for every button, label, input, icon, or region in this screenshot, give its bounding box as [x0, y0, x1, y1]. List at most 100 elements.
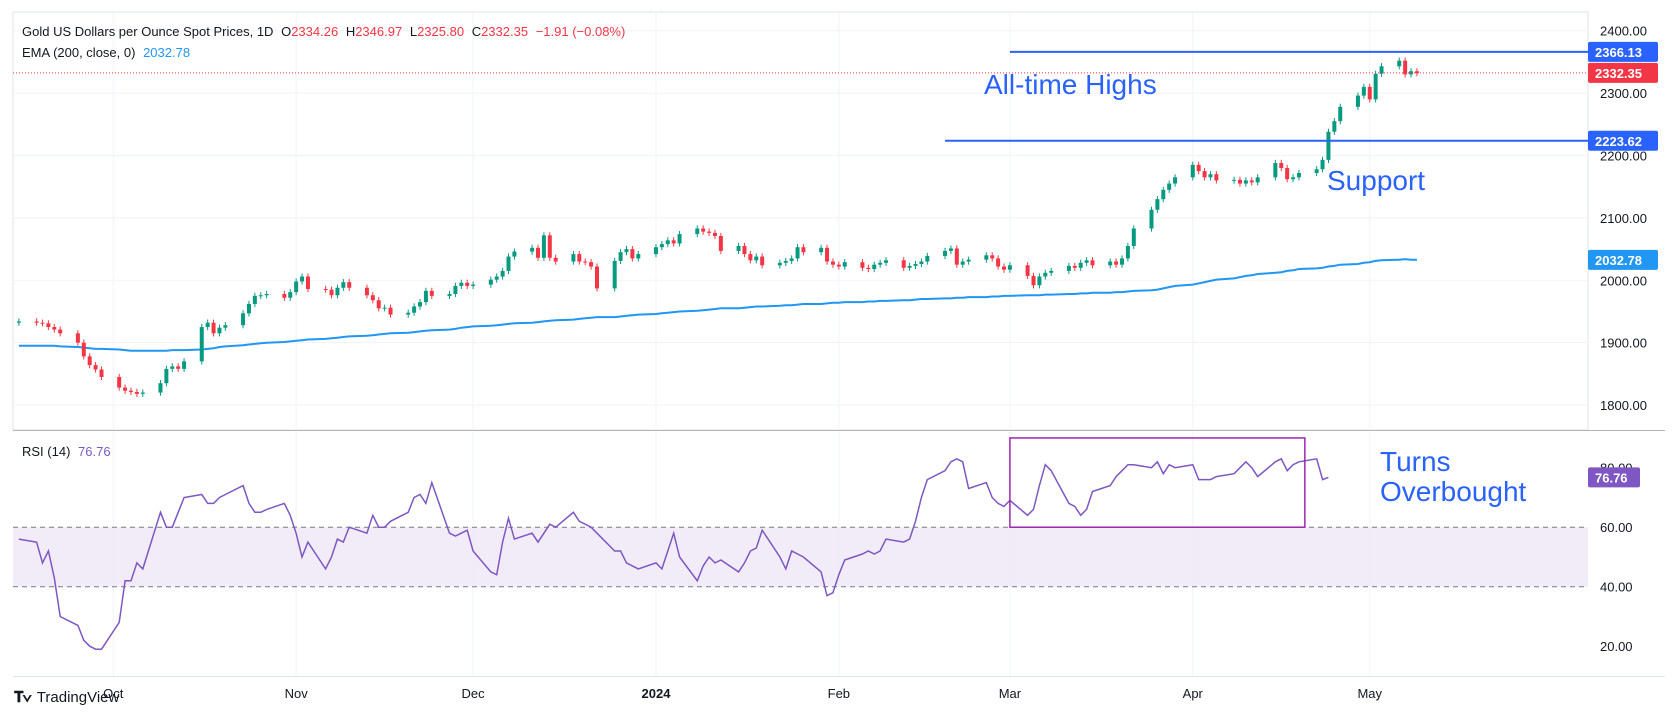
- footer-brand[interactable]: TradingView: [36, 689, 120, 706]
- candle: [1002, 263, 1007, 273]
- candle: [199, 323, 204, 365]
- candle: [459, 279, 464, 290]
- candle: [919, 258, 924, 268]
- candle-body: [760, 256, 765, 266]
- candle: [819, 244, 824, 256]
- x-tick-label: Feb: [828, 686, 850, 701]
- candle-body: [158, 383, 163, 393]
- x-tick-label: Dec: [462, 686, 486, 701]
- candle-body: [1155, 199, 1160, 210]
- candle-body: [1291, 177, 1296, 180]
- candle-body: [801, 247, 806, 253]
- tradingview-logo-icon[interactable]: 𝐓∨: [14, 689, 32, 706]
- rsi-y-tick-label: 20.00: [1600, 639, 1633, 654]
- candle-body: [754, 256, 759, 261]
- candle-body: [1314, 169, 1319, 173]
- candle: [406, 309, 411, 318]
- candle-body: [1237, 179, 1242, 184]
- candle: [1149, 206, 1154, 232]
- candle-body: [1043, 272, 1048, 277]
- candle-body: [612, 260, 617, 289]
- candle-body: [294, 281, 299, 293]
- candle: [134, 388, 139, 397]
- candle: [842, 259, 847, 270]
- candle: [1355, 92, 1360, 110]
- candle-body: [636, 254, 641, 259]
- candle-body: [954, 248, 959, 265]
- candle-body: [323, 289, 328, 291]
- candle: [718, 232, 723, 255]
- candle: [252, 292, 257, 308]
- candle-body: [370, 295, 375, 301]
- candle-body: [748, 254, 753, 261]
- legend-high: 2346.97: [355, 24, 403, 39]
- candle: [618, 249, 623, 265]
- candle: [943, 247, 948, 260]
- candle-body: [170, 366, 175, 369]
- candle: [282, 290, 287, 301]
- price-label-text: 2032.78: [1595, 253, 1642, 268]
- candle-body: [46, 323, 51, 328]
- candle: [571, 250, 576, 265]
- candle-body: [1320, 159, 1325, 170]
- legend-close: 2332.35: [481, 24, 529, 39]
- candle: [712, 229, 717, 240]
- candle: [901, 257, 906, 271]
- candle-body: [429, 290, 434, 296]
- legend-open: 2334.26: [291, 24, 339, 39]
- candle-body: [901, 260, 906, 268]
- candle-body: [488, 279, 493, 285]
- candle: [530, 244, 535, 255]
- candle-body: [329, 289, 334, 296]
- x-tick-label: Nov: [285, 686, 309, 701]
- candle: [1332, 118, 1337, 135]
- candle-body: [1414, 71, 1419, 74]
- candle-body: [494, 276, 499, 280]
- candle: [128, 387, 133, 396]
- candle: [701, 225, 706, 235]
- rsi-y-tick-label: 60.00: [1600, 520, 1633, 535]
- candle-body: [128, 390, 133, 392]
- candle-body: [594, 266, 599, 289]
- ema-value: 2032.78: [143, 45, 191, 60]
- candle-body: [665, 240, 670, 245]
- candle-body: [712, 232, 717, 236]
- candle: [217, 324, 222, 337]
- candle: [182, 358, 187, 372]
- x-tick-label: 2024: [642, 686, 672, 701]
- candle-body: [1049, 270, 1054, 273]
- candle-body: [1161, 189, 1166, 200]
- candle-body: [205, 322, 210, 328]
- candle-body: [1279, 162, 1284, 168]
- candle: [1296, 169, 1301, 181]
- candle-body: [241, 313, 246, 326]
- candle: [465, 279, 470, 290]
- candle: [742, 242, 747, 258]
- candle-body: [176, 366, 181, 369]
- candle: [748, 250, 753, 264]
- candle: [1078, 259, 1083, 271]
- candle: [825, 244, 830, 265]
- candle-body: [718, 235, 723, 251]
- candle: [589, 259, 594, 270]
- candle: [1072, 262, 1077, 271]
- candle-body: [406, 312, 411, 315]
- candle-body: [1084, 260, 1089, 263]
- candle: [1320, 156, 1325, 173]
- candle-body: [1202, 171, 1207, 178]
- candle-body: [913, 264, 918, 266]
- candle-body: [577, 254, 582, 262]
- rsi-band: [13, 527, 1588, 587]
- candle-body: [1249, 180, 1254, 183]
- x-tick-label: Apr: [1183, 686, 1204, 701]
- candle-body: [87, 356, 92, 366]
- candle-body: [707, 231, 712, 233]
- legend-low: 2325.80: [417, 24, 465, 39]
- candle-body: [246, 303, 251, 314]
- candle-body: [52, 327, 57, 330]
- x-tick-label: Mar: [999, 686, 1022, 701]
- x-tick-label: Oct: [103, 686, 124, 701]
- candle-body: [1090, 260, 1095, 266]
